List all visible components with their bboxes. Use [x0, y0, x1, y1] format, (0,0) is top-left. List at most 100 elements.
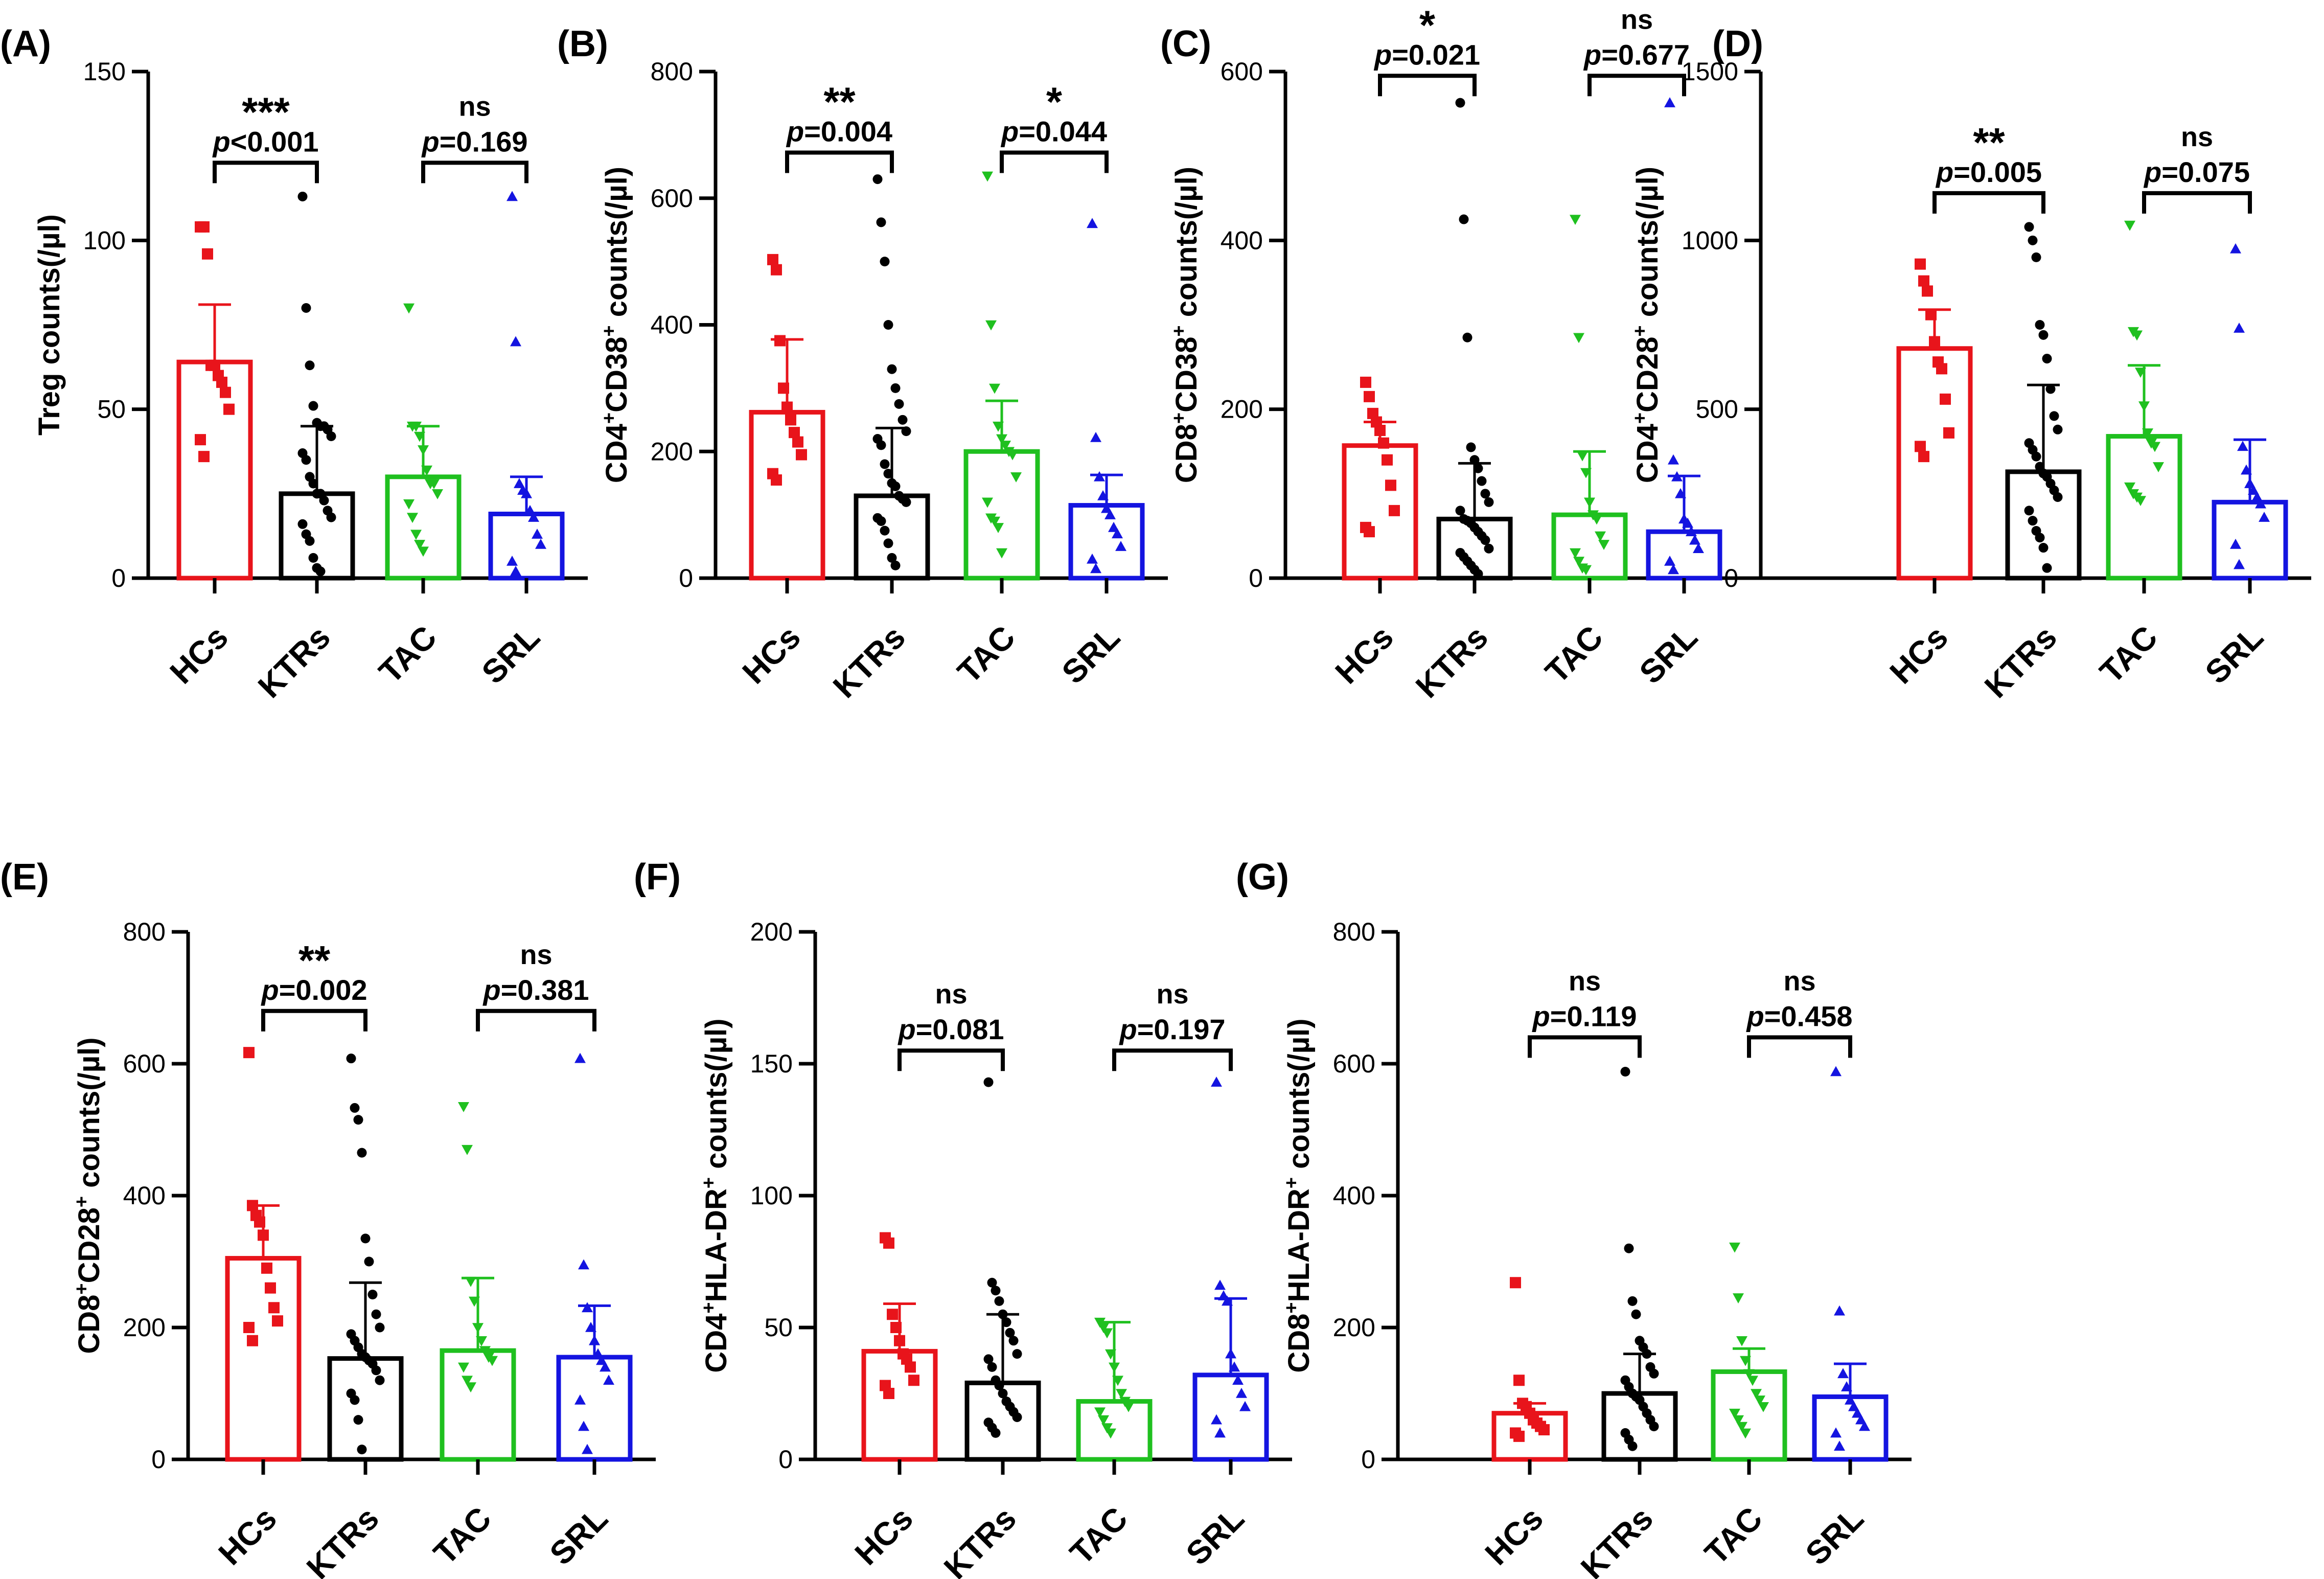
data-point-ktrs — [876, 516, 886, 527]
data-point-srl — [507, 191, 518, 201]
panel-label: (E) — [0, 857, 49, 898]
data-point-hcs — [883, 1388, 894, 1399]
data-point-hcs — [789, 427, 800, 439]
x-tick-label: KTRs — [251, 619, 337, 705]
data-point-hcs — [887, 1309, 898, 1320]
data-point-tac — [1747, 1376, 1758, 1386]
data-point-srl — [2248, 485, 2259, 495]
data-point-tac — [989, 383, 1000, 394]
x-tick-label: TAC — [1697, 1500, 1769, 1572]
data-point-srl — [1837, 1368, 1849, 1379]
data-point-ktrs — [1649, 1368, 1659, 1379]
bar-srl — [1646, 529, 1722, 581]
data-point-ktrs — [350, 1395, 360, 1405]
data-point-ktrs — [890, 481, 901, 491]
data-point-ktrs — [883, 538, 893, 548]
data-point-hcs — [258, 1229, 269, 1241]
significance-mark: ns — [935, 979, 967, 1010]
data-point-tac — [472, 1323, 484, 1333]
significance-bracket — [421, 161, 528, 184]
y-tick-label: 400 — [651, 311, 693, 339]
data-point-srl — [1830, 1427, 1842, 1438]
data-point-tac — [2135, 368, 2146, 378]
data-point-srl — [1232, 1375, 1244, 1385]
p-value-label: p=0.002 — [260, 974, 367, 1006]
y-tick-label: 0 — [1361, 1445, 1375, 1474]
data-point-hcs — [1918, 275, 1929, 287]
data-point-hcs — [908, 1375, 919, 1386]
significance-bracket — [261, 1009, 367, 1032]
data-point-tac — [1740, 1428, 1751, 1439]
data-point-srl — [1214, 1427, 1226, 1438]
data-point-ktrs — [371, 1309, 381, 1319]
data-point-tac — [1736, 1422, 1747, 1432]
significance-mark: ** — [298, 937, 331, 983]
data-point-hcs — [1374, 424, 1386, 436]
data-point-hcs — [220, 386, 231, 398]
x-tick-label: SRL — [2198, 619, 2270, 691]
data-point-ktrs — [1484, 497, 1494, 507]
data-point-tac — [465, 1382, 476, 1393]
data-point-ktrs — [2028, 235, 2038, 245]
data-point-srl — [1236, 1388, 1247, 1398]
data-point-ktrs — [308, 553, 318, 563]
data-point-tac — [982, 497, 993, 508]
data-point-ktrs — [2024, 222, 2034, 232]
data-point-hcs — [243, 1322, 255, 1333]
data-point-ktrs — [2042, 354, 2052, 364]
panel-label: (F) — [634, 857, 681, 898]
data-point-hcs — [1364, 391, 1375, 402]
y-tick-label: 200 — [750, 918, 793, 946]
x-tick-label: SRL — [1798, 1500, 1870, 1572]
data-point-hcs — [905, 1361, 916, 1373]
significance-bracket — [898, 1048, 1005, 1071]
x-tick-label: SRL — [1054, 619, 1126, 691]
data-point-srl — [582, 1444, 593, 1454]
data-point-hcs — [1385, 479, 1396, 491]
x-tick-label: SRL — [542, 1500, 614, 1572]
data-point-hcs — [781, 401, 793, 413]
bar-tac — [2106, 434, 2182, 581]
data-point-tac — [465, 1276, 476, 1287]
significance-bracket — [1747, 1035, 1852, 1058]
data-point-srl — [1115, 541, 1126, 551]
data-point-tac — [1101, 1328, 1113, 1339]
data-point-ktrs — [2031, 451, 2041, 462]
data-point-srl — [521, 488, 532, 498]
bar-tac — [440, 1348, 516, 1462]
data-point-srl — [1222, 1295, 1233, 1306]
data-point-tac — [403, 499, 415, 510]
significance-bracket — [213, 161, 319, 184]
data-point-srl — [535, 538, 546, 549]
data-point-ktrs — [367, 1290, 378, 1299]
data-point-hcs — [1922, 285, 1933, 297]
data-point-hcs — [1382, 454, 1393, 466]
y-tick-label: 200 — [1221, 395, 1263, 424]
y-axis-label: CD8+HLA-DR+ counts(/µl) — [1281, 1018, 1316, 1372]
data-point-ktrs — [301, 455, 311, 465]
bar-srl — [1812, 1394, 1889, 1462]
data-point-ktrs — [1012, 1412, 1022, 1422]
data-point-srl — [1090, 563, 1101, 574]
y-tick-label: 600 — [123, 1049, 166, 1078]
data-point-tac — [1010, 472, 1022, 483]
data-point-tac — [1584, 497, 1595, 508]
data-point-ktrs — [1005, 1328, 1015, 1338]
panel-label: (A) — [0, 24, 51, 64]
data-point-tac — [2138, 401, 2150, 412]
data-point-srl — [578, 1421, 589, 1431]
data-point-ktrs — [994, 1296, 1004, 1306]
data-point-tac — [2149, 442, 2160, 452]
data-point-ktrs — [1642, 1349, 1652, 1359]
data-point-hcs — [265, 1282, 276, 1294]
significance-mark: ns — [1621, 4, 1653, 35]
data-point-ktrs — [880, 525, 890, 536]
data-point-srl — [1852, 1407, 1863, 1418]
data-point-srl — [1834, 1305, 1845, 1316]
significance-mark: ns — [1783, 966, 1815, 996]
data-point-tac — [1119, 1397, 1131, 1407]
data-point-hcs — [243, 1047, 255, 1059]
data-point-hcs — [894, 1335, 905, 1346]
data-point-srl — [1834, 1440, 1845, 1451]
y-axis-label: CD4+CD28+ counts(/µl) — [1629, 167, 1664, 483]
